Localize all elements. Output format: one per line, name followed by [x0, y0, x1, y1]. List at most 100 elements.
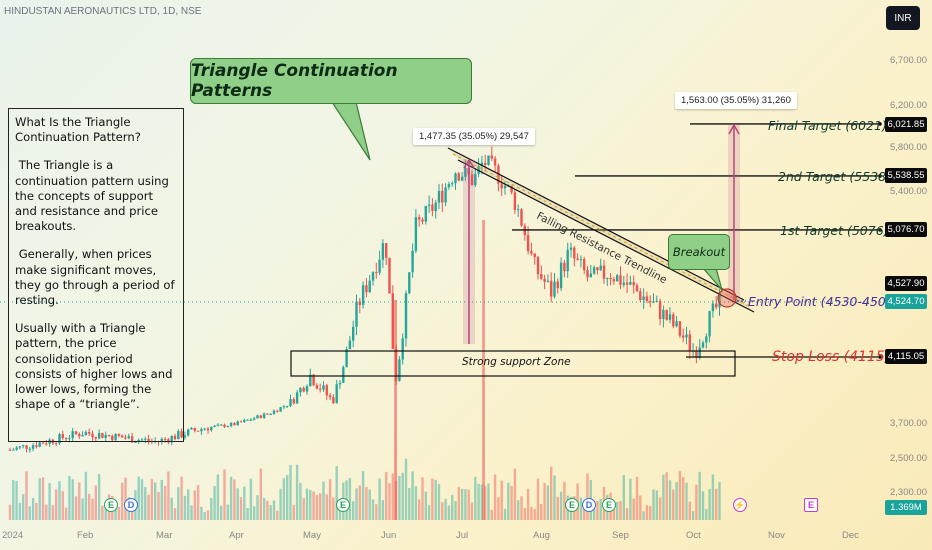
candle-body [276, 411, 278, 412]
volume-bar [29, 506, 31, 520]
candle-body [576, 258, 578, 259]
volume-bar [461, 489, 463, 520]
volume-bar [157, 492, 159, 520]
volume-bar [233, 479, 235, 520]
volume-bar [642, 511, 644, 520]
volume-bar [22, 494, 24, 520]
volume-bar [418, 500, 420, 520]
volume-bar [626, 508, 628, 520]
candle-body [382, 243, 384, 260]
second-target-price-tag: 5,538.55 [885, 168, 927, 183]
candle-body [25, 445, 27, 449]
candle-body [253, 418, 255, 419]
volume-bar [121, 483, 123, 520]
volume-bar [316, 495, 318, 520]
candle-body [527, 235, 529, 251]
volume-bar [382, 500, 384, 520]
volume-bar [517, 500, 519, 520]
volume-bar [246, 508, 248, 520]
volume-bar [15, 481, 17, 520]
volume-bar [32, 498, 34, 520]
volume-bar [441, 502, 443, 520]
volume-bar [507, 483, 509, 520]
volume-bar [369, 490, 371, 520]
candle-body [606, 278, 608, 279]
volume-bar [520, 496, 522, 520]
volume-bar [415, 486, 417, 520]
candle-body [388, 258, 390, 294]
dividend-event-icon[interactable]: D [124, 498, 138, 512]
candle-body [547, 281, 549, 282]
volume-bar [636, 477, 638, 520]
earnings-event-icon[interactable]: E [336, 498, 350, 512]
volume-bar [332, 497, 334, 520]
volume-bar [438, 484, 440, 520]
candle-body [352, 327, 354, 341]
volume-bar [448, 506, 450, 520]
candle-body [369, 281, 371, 292]
candle-body [279, 407, 281, 412]
volume-bar [666, 472, 668, 520]
info-paragraph: Usually with a Triangle pattern, the pri… [15, 321, 177, 412]
candle-body [431, 205, 433, 212]
candle-body [560, 263, 562, 288]
candle-body [398, 359, 400, 381]
earnings-event-icon[interactable]: E [565, 498, 579, 512]
volume-bar [699, 472, 701, 520]
earnings-event-icon[interactable]: E [602, 498, 616, 512]
volume-bar [365, 487, 367, 520]
volume-bar [388, 483, 390, 520]
volume-bar [510, 486, 512, 520]
currency-button[interactable]: INR [886, 6, 920, 30]
volume-bar [138, 477, 140, 520]
volume-bar [435, 480, 437, 520]
candle-body [303, 388, 305, 392]
candle-body [454, 173, 456, 183]
candle-body [639, 291, 641, 300]
volume-bar [207, 510, 209, 520]
earnings-event-icon[interactable]: E [104, 498, 118, 512]
candle-body [580, 259, 582, 260]
volume-bar [223, 469, 225, 520]
volume-bar [45, 505, 47, 520]
candle-body [293, 399, 295, 403]
dividend-event-icon[interactable]: D [582, 498, 596, 512]
candle-body [415, 217, 417, 251]
candle-body [243, 420, 245, 422]
trendline-upper [448, 148, 744, 300]
volume-badge: 1.369M [885, 500, 927, 515]
volume-bar [42, 477, 44, 520]
candle-body [372, 272, 374, 281]
volume-bar [504, 509, 506, 520]
volume-bar [260, 469, 262, 520]
volume-bar [319, 493, 321, 520]
volume-bar [408, 488, 410, 520]
final-target-price-tag: 6,021.85 [885, 117, 927, 132]
volume-bar [623, 475, 625, 520]
candle-body [494, 159, 496, 166]
month-tick: Mar [156, 530, 172, 541]
volume-bar [184, 496, 186, 520]
volume-bar [669, 480, 671, 520]
volume-bar [487, 484, 489, 520]
candle-body [349, 341, 351, 350]
candle-body [233, 423, 235, 425]
split-event-icon[interactable]: ⚡ [733, 498, 747, 512]
volume-bar [217, 474, 219, 520]
candle-body [207, 429, 209, 431]
volume-bar [715, 489, 717, 520]
volume-bar [349, 478, 351, 520]
candle-body [421, 219, 423, 221]
candle-body [339, 383, 341, 384]
volume-bar [62, 491, 64, 520]
candle-body [362, 285, 364, 305]
candle-body [702, 342, 704, 347]
volume-bar [253, 506, 255, 520]
candle-body [444, 187, 446, 202]
volume-bar [685, 483, 687, 520]
candle-body [322, 385, 324, 389]
volume-bar [293, 505, 295, 520]
earnings-event-icon[interactable]: E [804, 498, 818, 512]
candle-body [345, 349, 347, 367]
candle-body [583, 259, 585, 270]
